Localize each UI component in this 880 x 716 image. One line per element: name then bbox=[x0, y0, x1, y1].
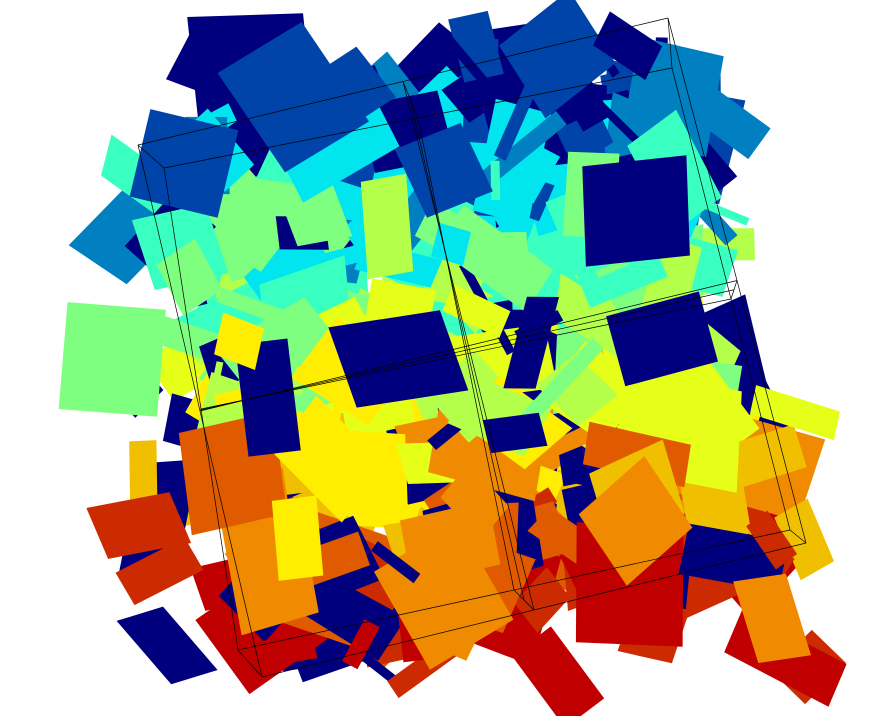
fracture-plane bbox=[511, 337, 604, 436]
fracture-plane bbox=[115, 537, 204, 606]
fractures-layer bbox=[58, 0, 847, 716]
fracture-plane bbox=[86, 492, 192, 559]
fracture-plane bbox=[371, 541, 421, 584]
fracture-plane bbox=[214, 312, 264, 370]
fracture-plane bbox=[490, 160, 501, 201]
frame-depth-edge bbox=[667, 17, 673, 69]
grid-line bbox=[200, 298, 732, 410]
fracture-plane bbox=[503, 296, 559, 389]
fracture-plane bbox=[448, 10, 504, 83]
fracture-plane bbox=[129, 109, 239, 218]
fracture-plane bbox=[733, 573, 811, 663]
fracture-plane bbox=[272, 395, 386, 523]
frame-depth-edge bbox=[237, 649, 263, 678]
frame-depth-edge bbox=[789, 529, 807, 544]
fracture-plane bbox=[442, 33, 517, 119]
fracture-plane bbox=[360, 173, 414, 280]
fracture-plane bbox=[374, 521, 514, 670]
fracture-plane bbox=[493, 73, 542, 161]
fracture-plane bbox=[578, 456, 693, 586]
fracture-plane bbox=[58, 302, 166, 417]
fracture-plane bbox=[342, 619, 380, 670]
grid-line bbox=[200, 289, 735, 411]
fracture-plane bbox=[271, 495, 324, 581]
fracture-plane bbox=[595, 258, 628, 278]
fracture-plane bbox=[440, 462, 509, 541]
fracture-plane bbox=[442, 284, 511, 338]
fracture-plane bbox=[116, 606, 218, 685]
fracture-plane bbox=[414, 201, 538, 292]
fracture-plane bbox=[514, 567, 571, 633]
fracture-plane bbox=[593, 11, 663, 81]
fracture-plane bbox=[68, 190, 181, 285]
fracture-plane bbox=[511, 626, 605, 716]
fracture-plane bbox=[480, 111, 567, 186]
fracture-plane bbox=[535, 354, 618, 426]
fracture-plane bbox=[156, 238, 223, 316]
fracture-plane bbox=[750, 385, 840, 441]
fracture-plane bbox=[606, 291, 718, 387]
frame-depth-edge bbox=[137, 144, 165, 169]
fracture-plane bbox=[328, 310, 469, 408]
grid-line bbox=[199, 280, 738, 412]
fracture-plane bbox=[275, 176, 353, 247]
fracture-plane bbox=[774, 498, 834, 581]
fracture-plane bbox=[232, 632, 318, 673]
fracture-plane bbox=[746, 510, 798, 570]
fracture-plane bbox=[582, 155, 690, 267]
bounding-box-grid bbox=[137, 17, 807, 678]
fracture-plane bbox=[482, 412, 548, 454]
